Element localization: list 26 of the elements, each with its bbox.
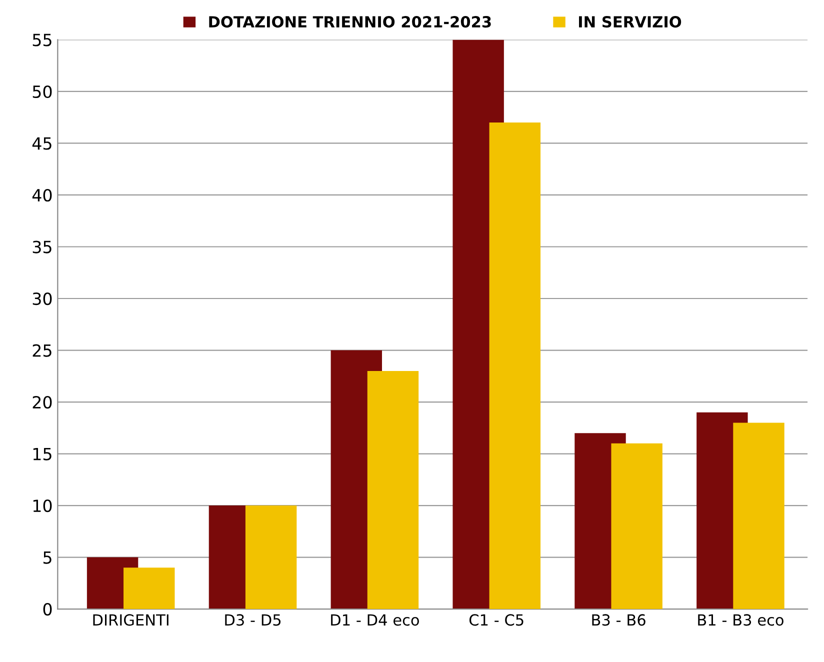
y-tick-label: 0 [43, 603, 52, 616]
y-tick-label: 20 [32, 396, 52, 409]
y-tick-label: 50 [32, 85, 52, 98]
bar [124, 568, 175, 610]
bar [245, 506, 297, 610]
x-tick-label: B3 - B6 [592, 614, 646, 626]
x-tick-label: DIRIGENTI [93, 614, 168, 626]
y-tick-label: 40 [32, 188, 52, 202]
y-tick-label: 5 [44, 551, 52, 564]
bar [367, 370, 419, 610]
x-tick-label: C1 - C5 [469, 614, 524, 626]
y-tick-label: 55 [32, 34, 52, 46]
y-tick-label: 10 [33, 499, 52, 512]
y-tick-label: 25 [32, 344, 52, 357]
y-tick-label: 35 [32, 240, 52, 254]
x-tick-label: B1 - B3 eco [698, 614, 784, 626]
x-tick-label: D1 - D4 eco [331, 614, 419, 626]
bar [489, 122, 541, 610]
y-tick-label: 30 [32, 292, 52, 306]
y-tick-label: 15 [33, 448, 52, 460]
bar [611, 443, 662, 610]
x-tick-label: D3 - D5 [225, 614, 281, 626]
legend-label: DOTAZIONE TRIENNIO 2021-2023 [209, 16, 491, 28]
legend-label: IN SERVIZIO [579, 16, 682, 28]
bar [733, 422, 784, 610]
y-tick-label: 45 [32, 137, 52, 150]
